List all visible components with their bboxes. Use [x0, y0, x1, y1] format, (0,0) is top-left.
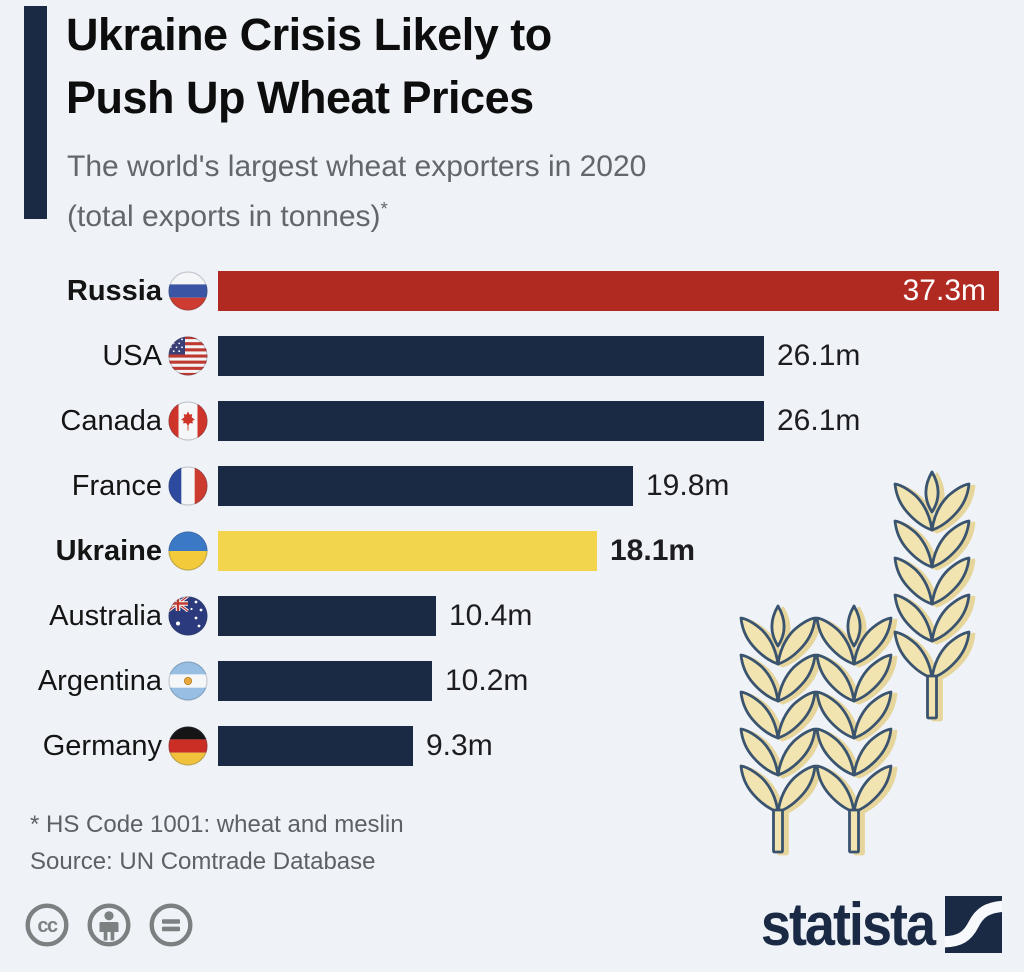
country-label: USA	[102, 339, 162, 372]
country-label: France	[71, 469, 162, 502]
chart-row-usa: USA 26.1m	[0, 336, 1024, 376]
country-label: Canada	[60, 404, 162, 437]
country-label: Ukraine	[55, 534, 162, 567]
bar-germany	[218, 726, 413, 766]
bar-france	[218, 466, 633, 506]
chart-row-canada: Canada 26.1m	[0, 401, 1024, 441]
bar-russia: 37.3m	[218, 271, 999, 311]
statista-logo-mark	[945, 896, 1002, 953]
footnote-source: Source: UN Comtrade Database	[30, 848, 376, 875]
chart-row-germany: Germany 9.3m	[0, 726, 1024, 766]
svg-text:cc: cc	[37, 915, 58, 937]
footnote-hs-code: * HS Code 1001: wheat and meslin	[30, 811, 404, 838]
attribution-icon	[86, 902, 132, 953]
usa-flag-icon	[168, 336, 208, 376]
chart-title: Ukraine Crisis Likely to Push Up Wheat Pr…	[66, 3, 552, 129]
footnotes: * HS Code 1001: wheat and meslin Source:…	[30, 806, 404, 880]
chart-row-argentina: Argentina 10.2m	[0, 661, 1024, 701]
wheat-illustration-icon	[726, 462, 1011, 862]
value-label: 10.2m	[445, 664, 529, 697]
chart-row-france: France 19.8m	[0, 466, 1024, 506]
equal-icon	[148, 902, 194, 953]
subtitle-line-2: (total exports in tonnes)	[67, 200, 381, 233]
license-icons: cc	[24, 902, 194, 953]
country-label: Argentina	[37, 664, 162, 697]
cc-icon: cc	[24, 902, 70, 953]
bar-ukraine	[218, 531, 597, 571]
bar-australia	[218, 596, 436, 636]
value-label: 10.4m	[449, 599, 533, 632]
canada-flag-icon	[168, 401, 208, 441]
bar-usa	[218, 336, 764, 376]
germany-flag-icon	[168, 726, 208, 766]
bar-chart: Russia 37.3m USA 26.1m Canada 26.1m France 19.8…	[0, 271, 1024, 791]
value-label: 37.3m	[902, 274, 986, 307]
statista-logo-text: statista	[760, 890, 936, 959]
chart-row-australia: Australia 10.4m	[0, 596, 1024, 636]
footnote-asterisk: *	[380, 198, 388, 219]
value-label: 19.8m	[646, 469, 730, 502]
country-label: Russia	[66, 274, 162, 307]
bar-canada	[218, 401, 764, 441]
chart-row-russia: Russia 37.3m	[0, 271, 1024, 311]
argentina-flag-icon	[168, 661, 208, 701]
title-line-1: Ukraine Crisis Likely to	[66, 9, 552, 60]
chart-subtitle: The world's largest wheat exporters in 2…	[67, 146, 646, 238]
statista-logo: statista	[760, 890, 1002, 959]
france-flag-icon	[168, 466, 208, 506]
title-line-2: Push Up Wheat Prices	[66, 72, 534, 123]
title-accent-bar	[24, 6, 47, 219]
bar-argentina	[218, 661, 432, 701]
country-label: Australia	[49, 599, 162, 632]
value-label: 9.3m	[426, 729, 493, 762]
australia-flag-icon	[168, 596, 208, 636]
value-label: 18.1m	[610, 534, 696, 567]
ukraine-flag-icon	[168, 531, 208, 571]
value-label: 26.1m	[777, 339, 861, 372]
country-label: Germany	[42, 729, 162, 762]
russia-flag-icon	[168, 271, 208, 311]
chart-row-ukraine: Ukraine 18.1m	[0, 531, 1024, 571]
value-label: 26.1m	[777, 404, 861, 437]
subtitle-line-1: The world's largest wheat exporters in 2…	[67, 150, 647, 183]
